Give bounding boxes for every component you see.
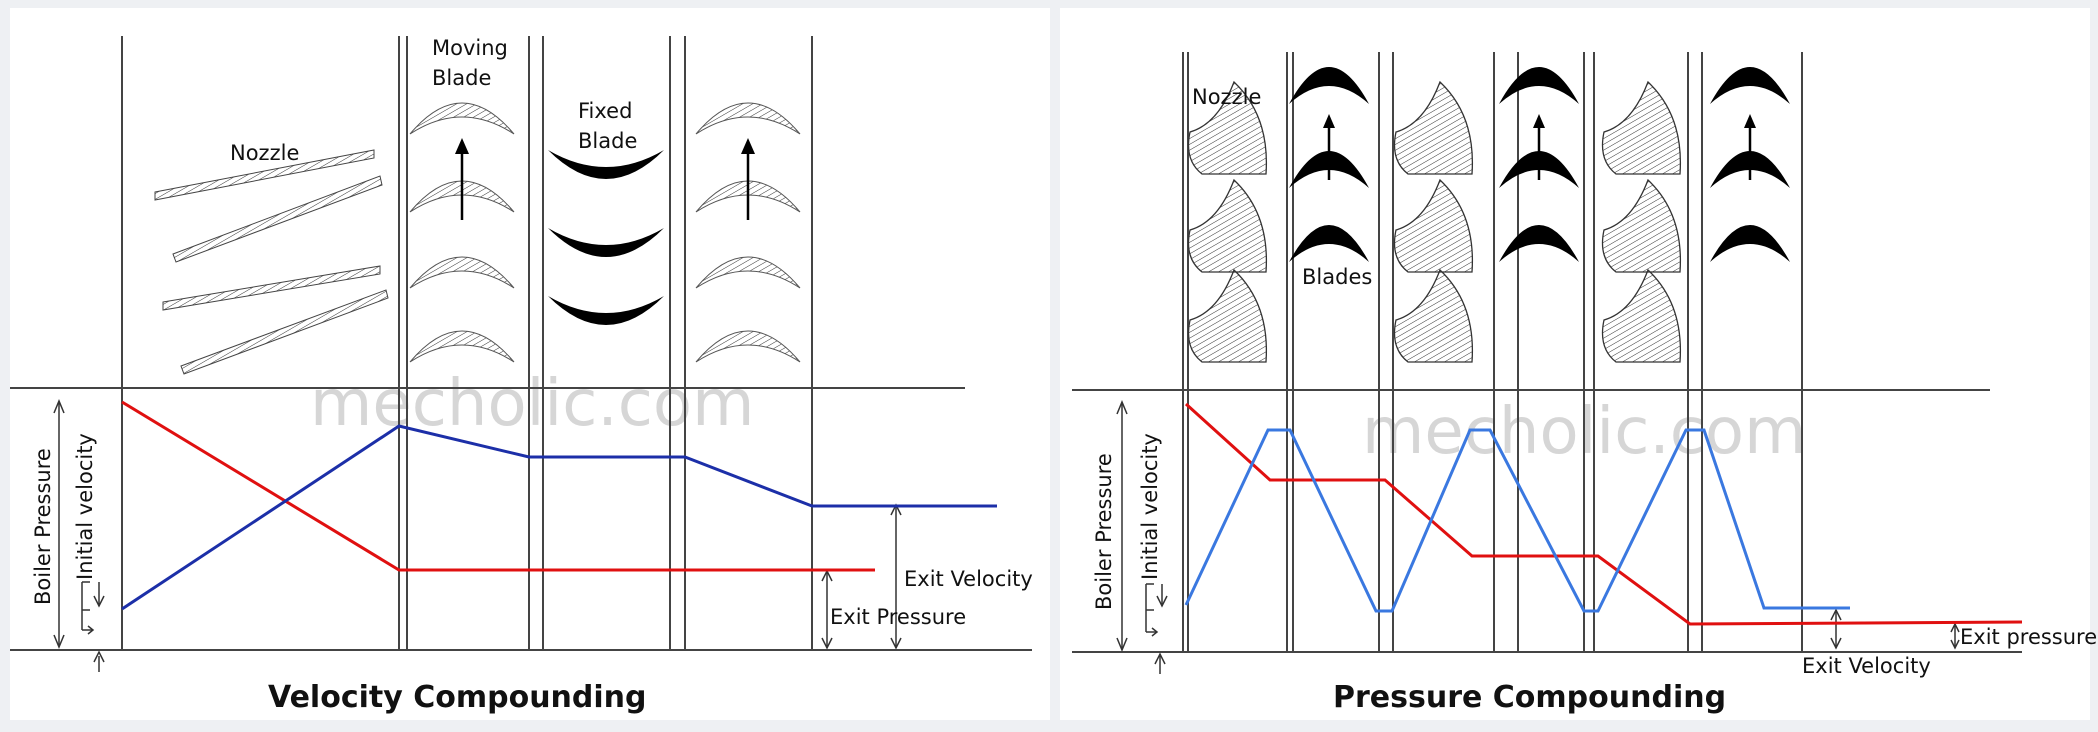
exit-dimensions <box>821 503 902 650</box>
right-panel-background <box>1060 8 2090 720</box>
initial-velocity-label: Initial velocity <box>73 433 97 580</box>
exit-velocity-label: Exit Velocity <box>1802 654 1931 678</box>
velocity-compounding-title: Velocity Compounding <box>268 680 647 715</box>
stage-dividers <box>1182 52 1803 652</box>
exit-velocity-label: Exit Velocity <box>904 567 1033 591</box>
pressure-line <box>121 400 875 572</box>
pressure-compounding-title: Pressure Compounding <box>1333 680 1726 715</box>
initial-velocity-dimension <box>1145 583 1168 674</box>
velocity-line <box>1184 428 1850 613</box>
initial-velocity-dimension <box>81 581 105 672</box>
blades-label: Blades <box>1302 265 1372 289</box>
nozzle-group <box>154 149 389 375</box>
fixed-blade-label-line1: Fixed <box>578 99 632 123</box>
exit-pressure-label: Exit Pressure <box>830 605 966 629</box>
moving-blade-label-line1: Moving <box>432 36 508 60</box>
nozzle-label: Nozzle <box>1192 85 1261 109</box>
pressure-line <box>1184 402 2023 626</box>
boiler-pressure-label: Boiler Pressure <box>1092 453 1116 610</box>
velocity-compounding-diagram: Nozzle Moving Blade Fixed Blade Boiler P… <box>10 36 1033 715</box>
initial-velocity-label: Initial velocity <box>1138 433 1162 580</box>
nozzle-label: Nozzle <box>230 141 299 165</box>
fixed-blade-label-line2: Blade <box>578 129 637 153</box>
boiler-pressure-dimension <box>53 399 65 649</box>
stage-dividers <box>121 36 813 650</box>
moving-blade-label-line2: Blade <box>432 66 491 90</box>
velocity-line <box>121 424 997 611</box>
exit-dimensions <box>1830 608 1960 650</box>
boiler-pressure-label: Boiler Pressure <box>31 448 55 605</box>
left-watermark: mecholic.com <box>310 367 754 441</box>
exit-pressure-label: Exit pressure <box>1960 625 2097 649</box>
boiler-pressure-dimension <box>1116 400 1128 652</box>
pressure-compounding-diagram: Nozzle Blades Boiler Pressure Initial ve… <box>1072 52 2097 715</box>
